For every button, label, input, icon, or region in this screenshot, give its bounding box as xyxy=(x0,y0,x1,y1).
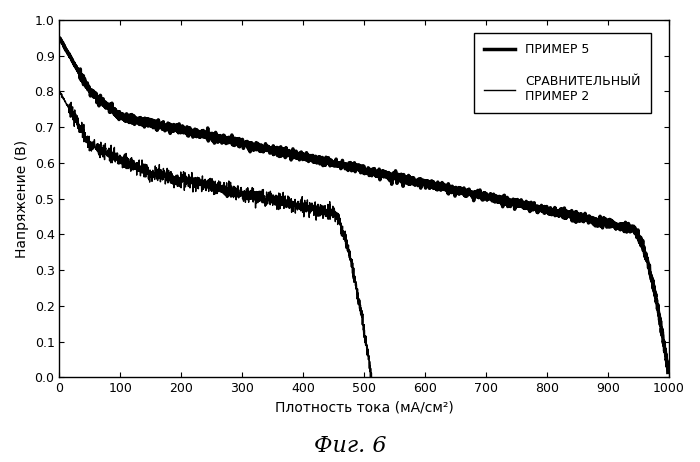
Y-axis label: Напряжение (В): Напряжение (В) xyxy=(15,140,29,258)
X-axis label: Плотность тока (мА/см²): Плотность тока (мА/см²) xyxy=(275,401,454,415)
Legend: ПРИМЕР 5, СРАВНИТЕЛЬНЫЙ
ПРИМЕР 2: ПРИМЕР 5, СРАВНИТЕЛЬНЫЙ ПРИМЕР 2 xyxy=(474,33,650,113)
Text: Фиг. 6: Фиг. 6 xyxy=(314,435,386,457)
